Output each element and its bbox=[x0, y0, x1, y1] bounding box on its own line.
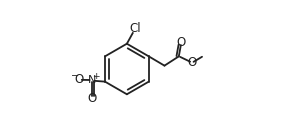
Text: O: O bbox=[187, 56, 197, 69]
Text: −: − bbox=[71, 71, 79, 81]
Text: O: O bbox=[176, 35, 185, 49]
Text: O: O bbox=[87, 92, 97, 105]
Text: N: N bbox=[88, 75, 96, 85]
Text: +: + bbox=[92, 72, 99, 81]
Text: Cl: Cl bbox=[129, 22, 141, 35]
Text: O: O bbox=[74, 73, 84, 86]
